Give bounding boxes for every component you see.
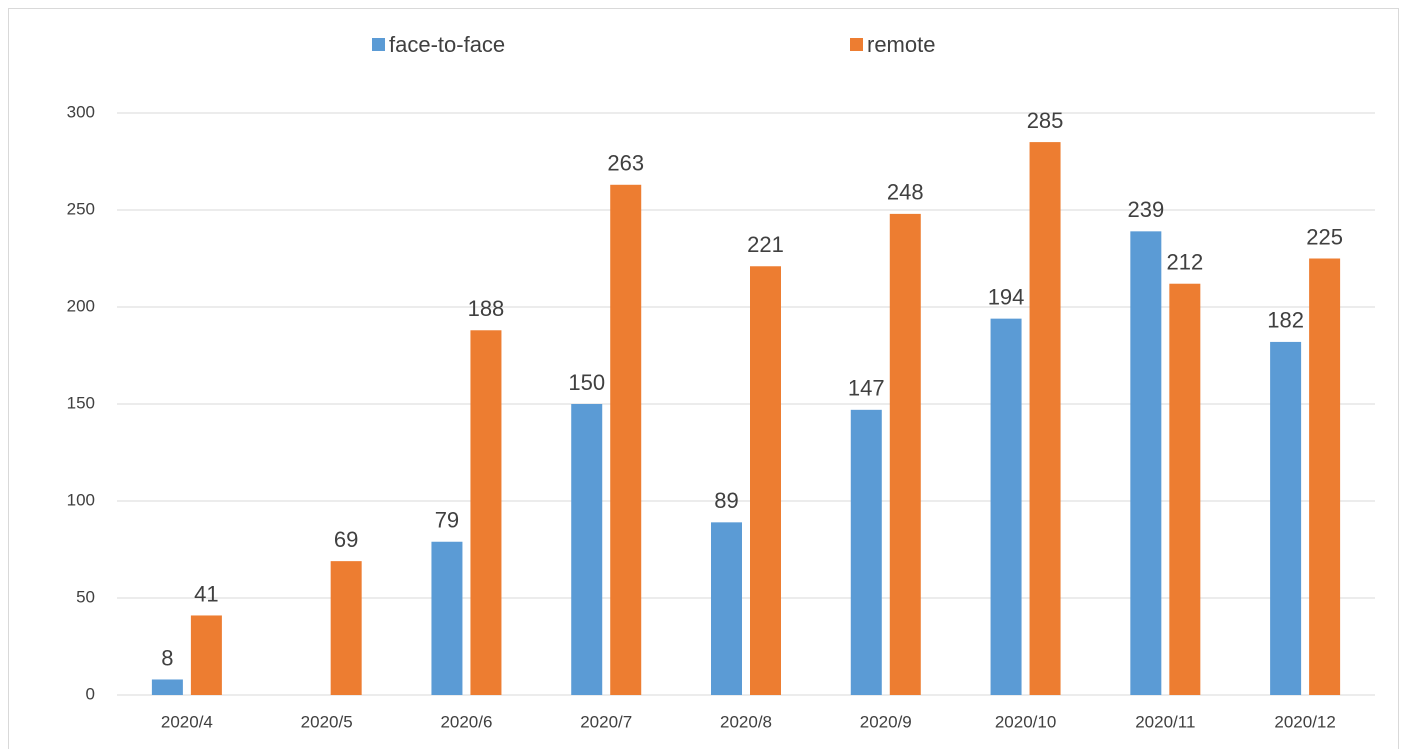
- data-label: 221: [747, 232, 784, 257]
- y-tick-label: 0: [86, 684, 95, 703]
- bar: [750, 266, 781, 695]
- x-tick-label: 2020/11: [1135, 712, 1195, 731]
- bar: [470, 330, 502, 695]
- data-label: 263: [607, 151, 644, 176]
- x-tick-label: 2020/12: [1274, 712, 1335, 731]
- y-tick-label: 300: [67, 102, 95, 121]
- bar: [1169, 283, 1201, 695]
- y-tick-label: 150: [67, 393, 95, 412]
- data-label: 79: [435, 508, 459, 533]
- bar: [151, 679, 183, 695]
- data-label: 225: [1306, 224, 1343, 249]
- data-label: 194: [988, 284, 1025, 309]
- x-tick-label: 2020/9: [860, 712, 912, 731]
- legend-label: face-to-face: [389, 32, 505, 57]
- chart-frame: [8, 8, 1399, 749]
- data-label: 89: [714, 488, 738, 513]
- data-label: 239: [1127, 197, 1164, 222]
- y-tick-label: 200: [67, 296, 95, 315]
- data-label: 41: [194, 581, 218, 606]
- x-tick-label: 2020/10: [995, 712, 1056, 731]
- bar: [1029, 142, 1061, 696]
- legend-swatch: [372, 38, 385, 51]
- bar: [330, 561, 362, 695]
- y-tick-label: 100: [67, 490, 95, 509]
- bar: [431, 541, 463, 695]
- x-tick-label: 2020/5: [301, 712, 353, 731]
- data-label: 182: [1267, 308, 1304, 333]
- data-label: 69: [334, 527, 358, 552]
- y-tick-label: 50: [76, 587, 95, 606]
- x-tick-label: 2020/6: [440, 712, 492, 731]
- bar: [1309, 258, 1341, 695]
- legend-label: remote: [867, 32, 935, 57]
- x-tick-label: 2020/7: [580, 712, 632, 731]
- bar: [990, 318, 1022, 695]
- legend-swatch: [850, 38, 863, 51]
- x-tick-label: 2020/4: [161, 712, 213, 731]
- bar: [711, 522, 742, 695]
- data-label: 188: [468, 296, 505, 321]
- bar: [571, 404, 603, 695]
- bar: [190, 615, 222, 695]
- data-label: 285: [1027, 108, 1064, 133]
- data-label: 212: [1166, 250, 1203, 275]
- data-label: 8: [161, 645, 173, 670]
- bar: [889, 213, 921, 695]
- data-label: 248: [887, 180, 924, 205]
- data-label: 147: [848, 376, 885, 401]
- x-tick-label: 2020/8: [720, 712, 772, 731]
- bar: [1270, 341, 1302, 695]
- bar: [850, 409, 882, 695]
- data-label: 150: [568, 370, 605, 395]
- bar: [610, 184, 642, 695]
- bar: [1130, 231, 1162, 695]
- y-tick-label: 250: [67, 199, 95, 218]
